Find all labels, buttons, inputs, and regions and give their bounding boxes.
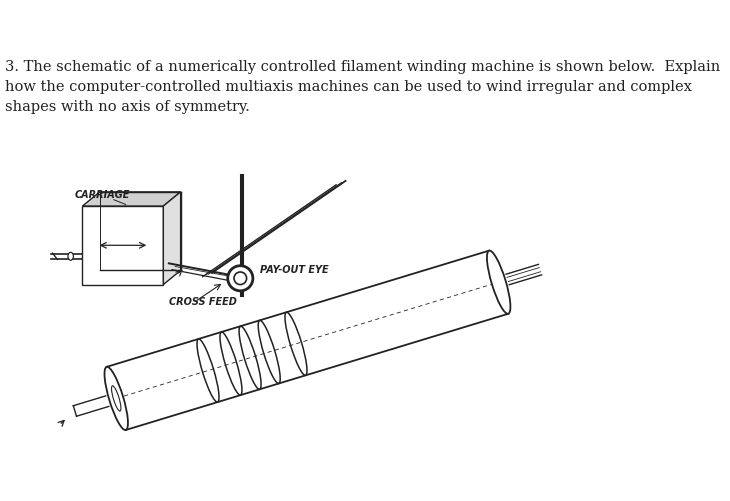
Polygon shape	[164, 192, 180, 285]
Ellipse shape	[104, 367, 128, 430]
Polygon shape	[82, 206, 164, 285]
Ellipse shape	[487, 251, 510, 314]
Text: PAY-OUT EYE: PAY-OUT EYE	[260, 265, 328, 275]
Text: CARRIAGE: CARRIAGE	[74, 189, 130, 199]
Text: CROSS FEED: CROSS FEED	[169, 297, 237, 307]
Polygon shape	[107, 251, 508, 430]
Text: 3. The schematic of a numerically controlled filament winding machine is shown b: 3. The schematic of a numerically contro…	[6, 60, 721, 114]
Ellipse shape	[68, 253, 74, 261]
Polygon shape	[82, 192, 180, 206]
Circle shape	[228, 266, 253, 291]
